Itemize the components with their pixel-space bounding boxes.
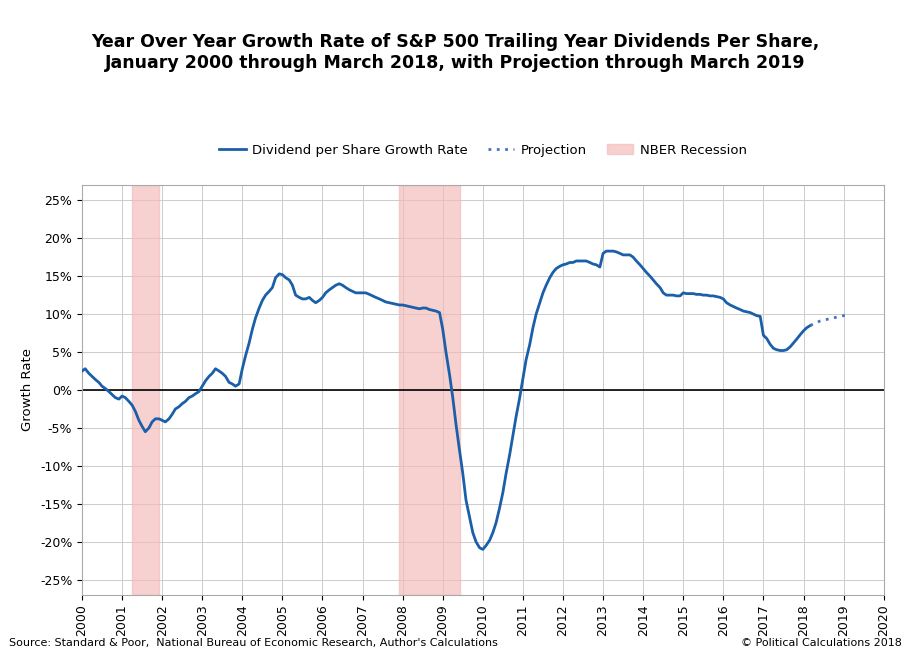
Y-axis label: Growth Rate: Growth Rate <box>21 348 35 432</box>
Text: © Political Calculations 2018: © Political Calculations 2018 <box>741 638 902 648</box>
Text: Source: Standard & Poor,  National Bureau of Economic Research, Author's Calcula: Source: Standard & Poor, National Bureau… <box>9 638 498 648</box>
Text: Year Over Year Growth Rate of S&P 500 Trailing Year Dividends Per Share,
January: Year Over Year Growth Rate of S&P 500 Tr… <box>91 33 820 72</box>
Bar <box>132 185 159 595</box>
Bar <box>399 185 459 595</box>
Legend: Dividend per Share Growth Rate, Projection, NBER Recession: Dividend per Share Growth Rate, Projecti… <box>214 138 752 162</box>
